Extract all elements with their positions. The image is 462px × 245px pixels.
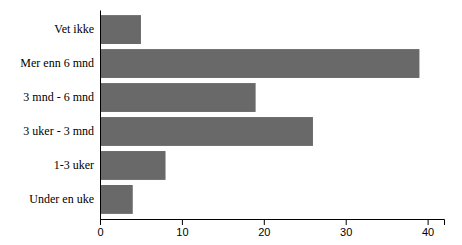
bar (100, 117, 313, 146)
category-axis: Vet ikke Mer enn 6 mnd 3 mnd - 6 mnd 3 uker… (20, 11, 100, 220)
tick-label: 3 uker - 3 mnd (23, 124, 94, 138)
tick-mark (264, 219, 265, 225)
tick-label: 10 (176, 226, 188, 238)
tick-label: 30 (340, 226, 352, 238)
tick: Mer enn 6 mnd (20, 56, 94, 70)
tick-label: Vet ikke (54, 22, 94, 36)
tick: 0 (97, 219, 103, 238)
plot: 0 10 20 30 40 Vet ikke Mer enn 6 mnd 3 mnd - 6 … (20, 11, 444, 238)
tick: 10 (176, 219, 188, 238)
bar (100, 83, 256, 112)
bar (100, 15, 141, 44)
tick-mark (428, 219, 429, 225)
tick: 40 (422, 219, 434, 238)
axis-line (100, 11, 101, 220)
tick-label: 40 (422, 226, 434, 238)
tick-label: Mer enn 6 mnd (20, 56, 94, 70)
tick: 3 uker - 3 mnd (23, 124, 94, 138)
tick: Under en uke (29, 192, 94, 206)
axis-line (101, 220, 445, 226)
tick: 30 (340, 219, 352, 238)
tick-label: 0 (97, 226, 103, 238)
bar (100, 185, 133, 214)
tick-mark (182, 219, 183, 225)
tick: 1-3 uker (54, 158, 94, 172)
tick-label: 1-3 uker (54, 158, 94, 172)
bar (100, 49, 419, 78)
chart: 0 10 20 30 40 Vet ikke Mer enn 6 mnd 3 mnd - 6 … (0, 0, 462, 245)
bars (100, 15, 419, 214)
tick-mark (100, 219, 101, 225)
tick-label: 20 (258, 226, 270, 238)
tick-label: Under en uke (29, 192, 94, 206)
tick: Vet ikke (54, 22, 94, 36)
tick-mark (346, 219, 347, 225)
bar (100, 151, 166, 180)
tick-label: 3 mnd - 6 mnd (23, 90, 94, 104)
tick: 20 (258, 219, 270, 238)
tick: 3 mnd - 6 mnd (23, 90, 94, 104)
value-axis: 0 10 20 30 40 (97, 219, 444, 238)
